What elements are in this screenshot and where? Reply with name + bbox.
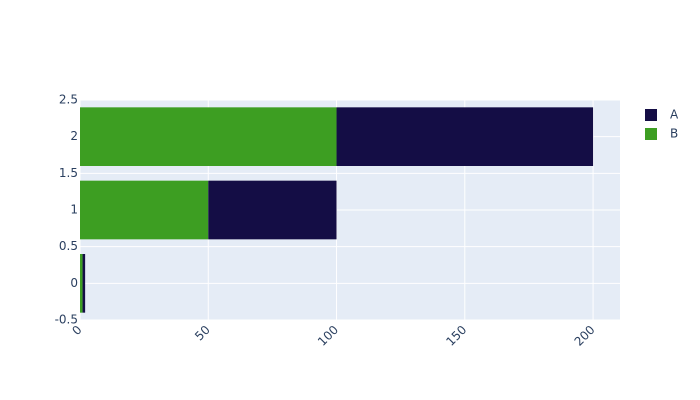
x-tick-label: 200 xyxy=(572,323,598,349)
y-tick-label: 0 xyxy=(70,276,78,290)
y-tick-label: 2.5 xyxy=(59,93,78,107)
y-tick-label: 1 xyxy=(70,203,78,217)
bar xyxy=(80,180,209,240)
bar xyxy=(82,254,86,313)
bar xyxy=(80,254,83,313)
x-tick-label: 50 xyxy=(192,323,213,344)
bar xyxy=(80,107,337,166)
bar xyxy=(208,180,337,240)
legend-label: B xyxy=(670,127,678,141)
y-tick-label: 1.5 xyxy=(59,166,78,180)
bar xyxy=(336,107,594,166)
y-tick-label: 0.5 xyxy=(59,239,78,253)
y-tick-label: 2 xyxy=(70,129,78,143)
legend-swatch xyxy=(645,109,657,121)
x-tick-label: 100 xyxy=(315,323,341,349)
legend-label: A xyxy=(670,108,679,122)
legend-swatch xyxy=(645,128,657,140)
x-tick-label: 150 xyxy=(443,323,469,349)
y-tick-label: -0.5 xyxy=(55,313,78,327)
